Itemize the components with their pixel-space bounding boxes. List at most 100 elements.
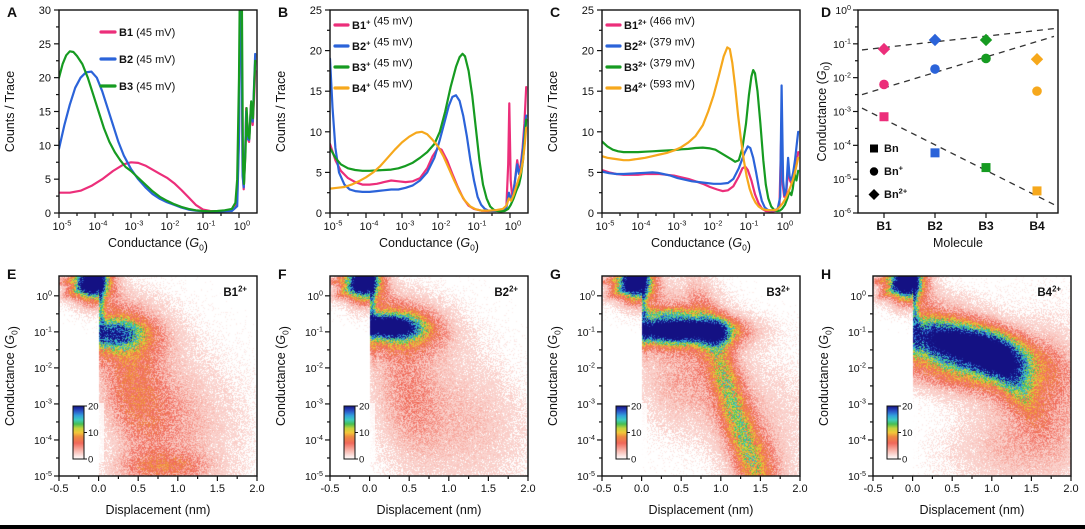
y-tick-label: 10-4 [305,434,323,447]
y-tick-label: 10-1 [577,326,595,339]
x-tick-label: 1.5 [210,483,225,495]
colorbar-gradient [343,405,356,460]
x-axis-label: Conductance (G0) [108,236,208,254]
x-tick-label: 0.5 [945,483,960,495]
x-tick-label: -0.5 [864,483,883,495]
y-tick-label: 10-2 [34,362,52,375]
y-tick-label: 10-4 [577,434,595,447]
colorbar-tick-label: 10 [359,428,370,439]
legend-item: B1+ (45 mV) [352,16,413,32]
x-tick-label: 10-4 [632,219,651,233]
x-tick-label: 0.0 [91,483,106,495]
colorbar-tick-label: 0 [631,455,636,466]
plot-d: 100 10-1 10-2 10-3 10-4 10-5 10-6 B1 B2 B3 B4 Molec… [815,4,1059,250]
plot-h: -0.5 0.0 0.5 1.0 1.5 2.010010-110-210-310-410… [817,275,1079,517]
legend: B12+ (466 mV) B22+ (379 mV) B32+ (379 mV) B… [605,16,695,95]
y-tick-label: 10-4 [833,139,851,152]
x-tick-label: 10-1 [468,219,487,233]
x-tick-label: 10-3 [668,219,687,233]
colorbar-tick-label: 10 [902,428,913,439]
legend-item: B42+ (593 mV) [624,79,695,95]
x-tick-label: B4 [1029,219,1045,233]
marker-square [930,148,940,158]
x-tick-label: 0.0 [634,483,649,495]
x-tick-label: 10-3 [125,219,144,233]
panel-g: G -0.5 0.0 0.5 1.0 1.5 2.0 100 10-1 10-2 10-3 10-4… [543,262,814,525]
x-tick-label: 10-2 [432,219,451,233]
plot-c: 10-5 10-4 10-3 10-2 10-1 100 0 5 10 15 20 25 Conduct… [546,5,801,254]
y-tick-label: 10-3 [833,105,851,118]
colorbar-tick-label: 0 [88,455,93,466]
y-tick-label: 10-1 [305,326,323,339]
marker-diamond [877,42,891,56]
panel-label-c: C [550,4,561,20]
y-tick-label: 5 [316,167,322,179]
panel-h: H -0.5 0.0 0.5 1.0 1.5 2.0 100 10-1 10-2 10-3 10-4… [814,262,1085,525]
x-tick-label: 0.5 [131,483,146,495]
y-axis-label: Conductance (G0) [817,326,835,426]
legend-item: B32+ (379 mV) [624,58,695,74]
y-tick-label: 10-3 [577,398,595,411]
x-tick-label: 10-5 [324,219,343,233]
legend-item: B22+ (379 mV) [624,37,695,53]
colorbar-tick-label: 20 [359,402,370,413]
y-tick-label: 20 [310,46,322,58]
y-tick-label: 100 [579,290,595,303]
panel-label-g: G [550,266,561,282]
y-tick-label: 5 [588,167,594,179]
legend-item: B2+ (45 mV) [352,37,413,53]
x-tick-label: 1.0 [713,483,728,495]
legend-item: B3 (45 mV) [119,81,175,93]
y-tick-label: 5 [45,174,51,186]
series-B3 [330,52,528,213]
y-tick-label: 100 [307,290,323,303]
y-tick-label: 10-2 [577,362,595,375]
legend-item: Bn [884,143,899,155]
y-tick-label: 25 [39,39,51,51]
x-tick-label: 10-1 [197,219,216,233]
x-tick-label: 0.5 [674,483,689,495]
y-tick-label: 30 [39,5,51,17]
panel-label-f: F [278,266,287,282]
marker-circle [879,79,889,90]
legend-item: B1 (45 mV) [119,27,175,39]
x-tick-label: 1.0 [441,483,456,495]
y-tick-label: 10-5 [577,470,595,483]
series-B42 [602,46,800,212]
colorbar-tick-label: 10 [631,428,642,439]
colorbar: 0 10 20 [342,402,375,466]
plot-e: -0.5 0.0 0.5 1.0 1.5 2.010010-110-210-310-410… [3,275,265,517]
y-tick-label: 10-3 [34,398,52,411]
x-tick-label: 10-1 [740,219,759,233]
series-group [602,46,800,213]
colorbar: 0 10 20 [71,402,104,466]
x-tick-label: 10-4 [89,219,108,233]
y-tick-label: 10-3 [848,398,866,411]
x-tick-label: 2.0 [1063,483,1078,495]
colorbar-tick-label: 20 [88,402,99,413]
y-tick-label: 20 [39,73,51,85]
series-group [59,10,257,213]
colorbar-gradient [72,405,85,460]
trendline [861,27,1055,51]
y-tick-label: 10-5 [833,173,851,186]
y-tick-label: 10-2 [833,71,851,84]
y-tick-label: 100 [850,290,866,303]
panel-d: D 100 10-1 10-2 10-3 10-4 10-5 10-6 B1 B2 B3 B4 Mol… [814,0,1085,262]
panel-f: F -0.5 0.0 0.5 1.0 1.5 2.0 100 10-1 10-2 10-3 10-4… [271,262,542,525]
panel-annotation: B42+ [1037,284,1061,299]
legend: B1+ (45 mV) B2+ (45 mV) B3+ (45 mV) B4+ (45… [333,16,413,95]
x-tick-label: 10-4 [360,219,379,233]
y-axis-label: Conductance (G0) [274,326,292,426]
y-tick-label: 25 [582,5,594,17]
panel-e: E -0.5 0.0 0.5 1.0 1.5 2.0 100 10-1 10-2 10-3 10-4… [0,262,271,525]
plot-a: 10-5 10-4 10-3 10-2 10-1 100 0 5 10 15 20 25 30 Condu… [3,5,258,254]
plot-frame [857,9,1059,214]
y-tick-label: 100 [36,290,52,303]
colorbar-tick-label: 20 [631,402,642,413]
series-B2 [330,57,528,213]
x-axis-label: Conductance (G0) [651,236,751,254]
x-tick-label: 10-2 [161,219,180,233]
legend-item: B12+ (466 mV) [624,16,695,32]
marker-circle [981,53,991,64]
